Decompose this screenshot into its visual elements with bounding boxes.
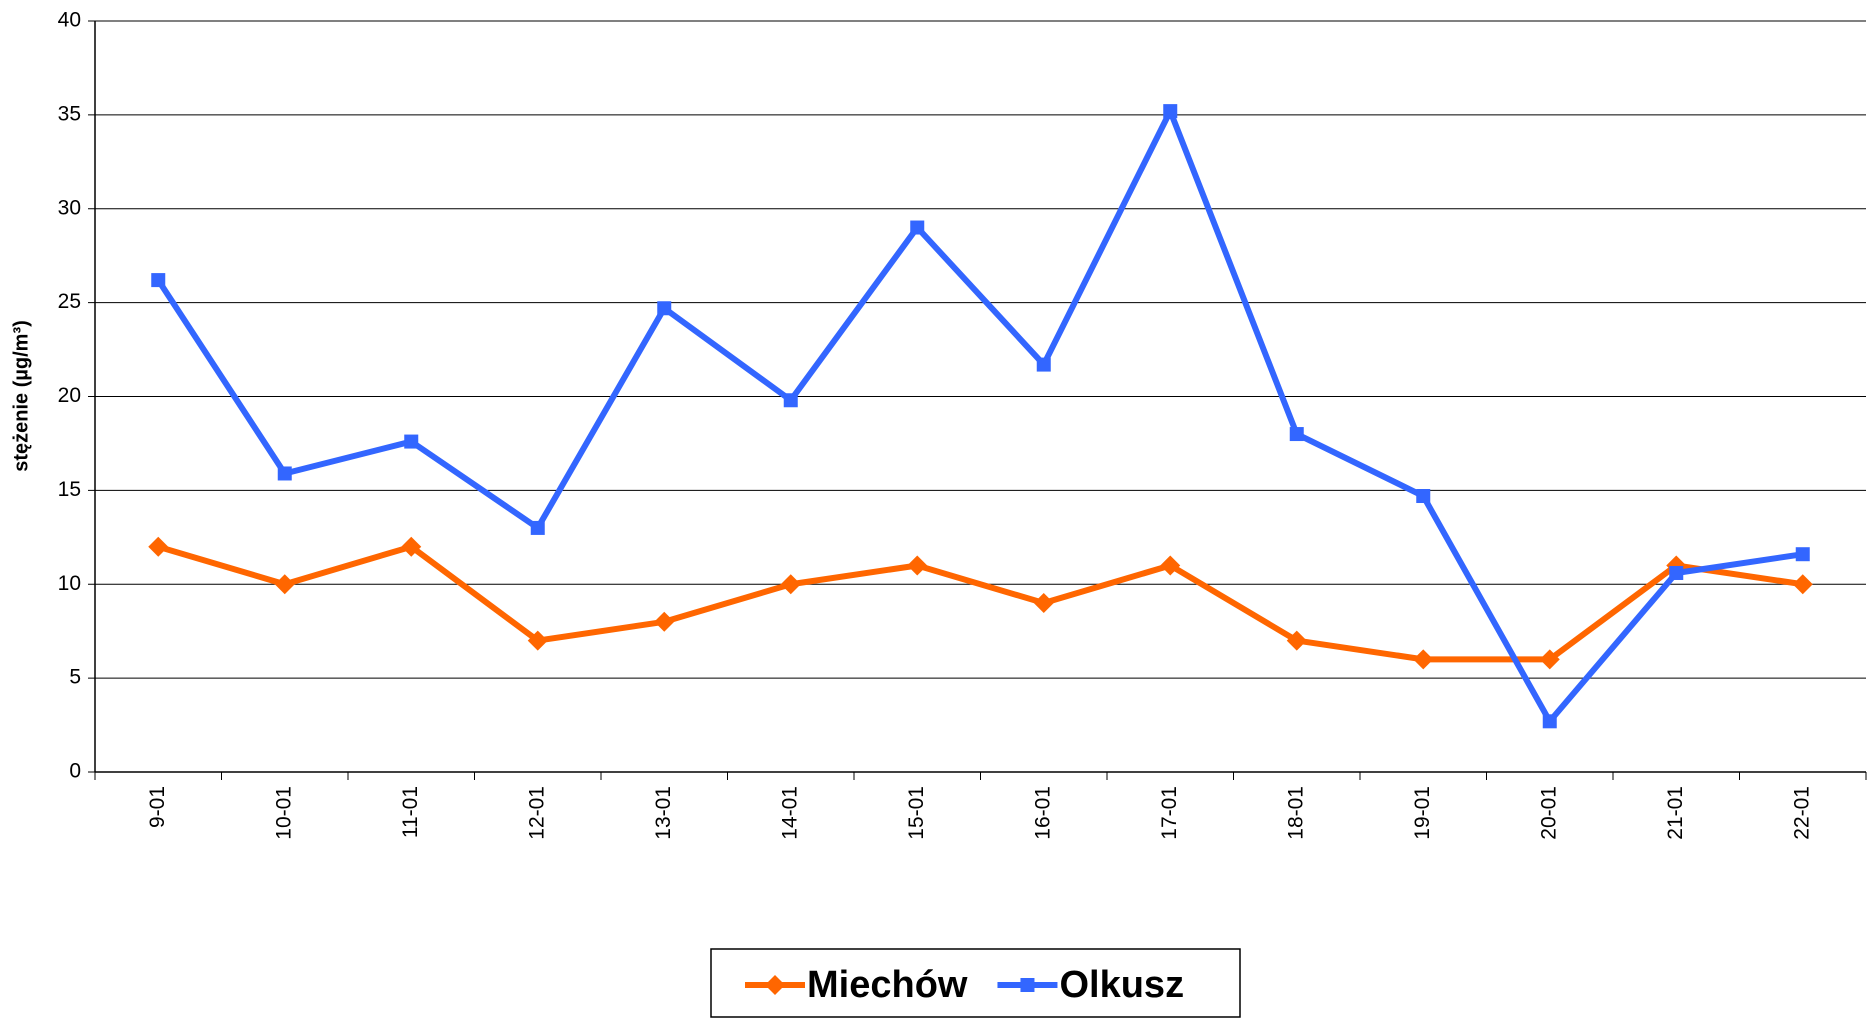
data-point [274,574,295,595]
x-tick-label: 19-01 [1411,786,1434,840]
data-point [654,611,675,632]
x-tick-label: 15-01 [905,786,928,840]
data-point [907,555,928,576]
series-line [155,108,1804,725]
data-point [151,273,166,288]
y-tick-label: 5 [69,666,81,689]
data-point [1792,574,1813,595]
x-tick-label: 13-01 [652,786,675,840]
data-point [657,301,672,316]
y-tick-label: 0 [69,760,81,783]
x-tick-label: 11-01 [399,786,422,838]
data-point [783,393,798,408]
data-point [527,630,548,651]
data-point [277,466,292,481]
data-point [780,574,801,595]
data-point [1539,649,1560,670]
data-point [1033,593,1054,614]
data-point [530,520,545,535]
x-tick-label: 20-01 [1537,786,1560,840]
data-point [1286,630,1307,651]
x-tick-label: 16-01 [1031,786,1054,840]
y-tick-label: 25 [58,290,81,313]
data-point [401,536,422,557]
legend: Miechów Olkusz [710,948,1241,1018]
legend-label: Olkusz [1059,964,1184,1006]
series-line [157,543,1804,663]
data-point [148,536,169,557]
x-tick-label: 22-01 [1790,786,1813,840]
x-tick-label: 17-01 [1158,786,1181,840]
data-point [404,434,419,449]
legend-marker [765,975,785,995]
y-tick-label: 35 [58,102,81,125]
data-point [1413,649,1434,670]
x-tick-label: 9-01 [146,786,169,828]
y-tick-label: 30 [58,196,81,219]
y-tick-label: 40 [58,9,81,32]
data-point [1160,555,1181,576]
x-tick-label: 12-01 [525,786,548,840]
data-point [1795,547,1810,562]
x-tick-label: 21-01 [1664,786,1687,840]
x-tick-label: 10-01 [272,786,295,840]
y-tick-label: 10 [58,572,81,595]
legend-label: Miechów [807,964,968,1006]
data-point [1669,565,1684,580]
y-tick-label: 15 [58,478,81,501]
x-tick-label: 18-01 [1284,786,1307,840]
y-tick-label: 20 [58,384,81,407]
x-tick-label: 14-01 [778,786,801,840]
data-point [910,220,925,235]
data-point [1542,714,1557,729]
legend-marker [1020,978,1035,992]
data-point [1416,489,1431,504]
data-point [1163,104,1178,119]
data-point [1289,427,1304,442]
y-axis-label: stężenie (µg/m³) [10,320,32,472]
data-point [1036,357,1051,372]
